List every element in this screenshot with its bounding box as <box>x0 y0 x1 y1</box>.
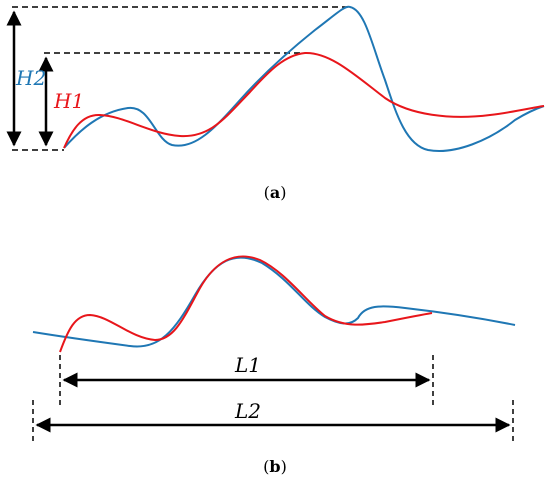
panel-a-red-curve <box>63 51 545 149</box>
panel-b-red-curve <box>59 255 433 353</box>
panel-b-blue-curve <box>32 256 516 348</box>
l2-label: L2 <box>234 399 261 423</box>
h1-label: H1 <box>53 89 84 113</box>
panel-b: L1 L2 <box>32 255 516 445</box>
panel-a: H2 H1 <box>6 5 545 152</box>
h2-label: H2 <box>15 66 46 90</box>
panel-a-caption: (a) <box>264 183 287 202</box>
panel-b-caption: (b) <box>263 457 287 476</box>
l1-label: L1 <box>234 353 261 377</box>
panel-a-blue-curve <box>63 5 545 152</box>
